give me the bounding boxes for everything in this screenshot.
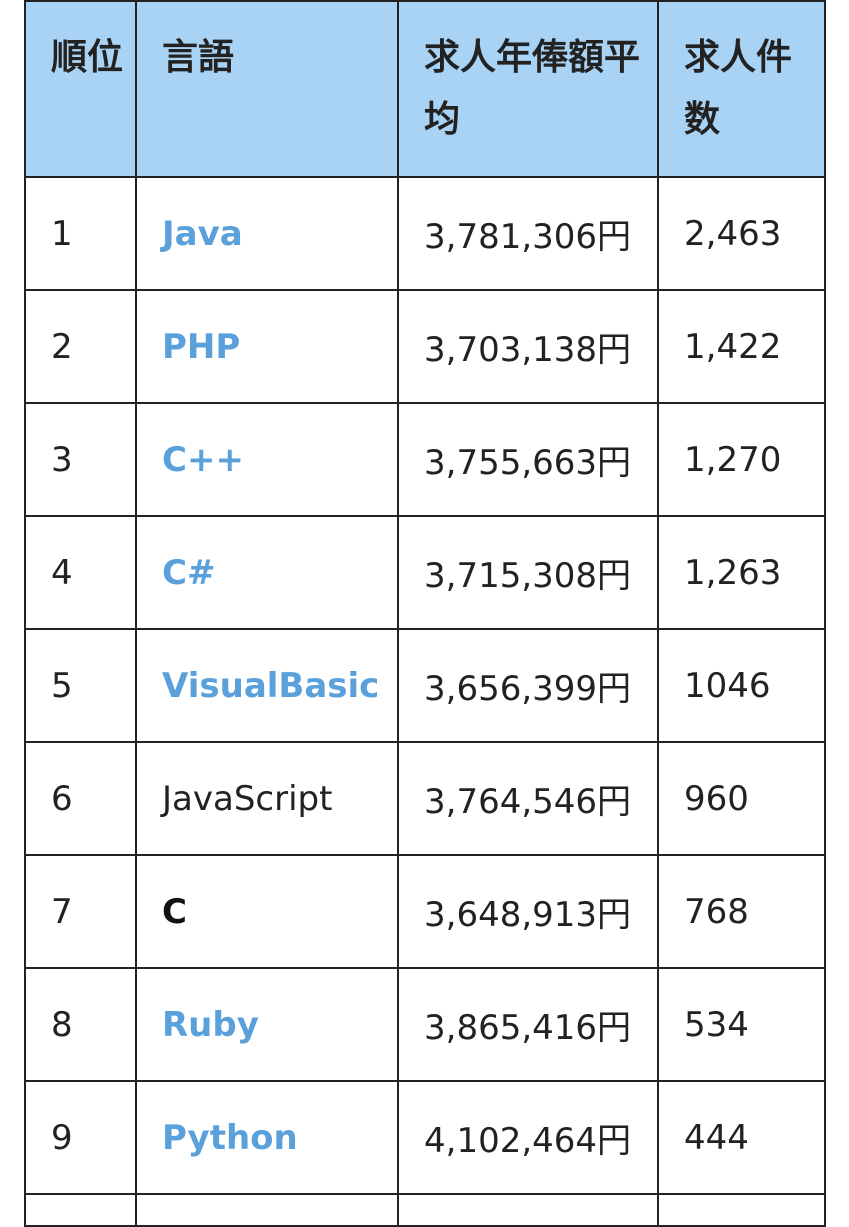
salary-cell: 3,764,546円 — [397, 741, 659, 856]
salary-cell: 4,102,464円 — [397, 1080, 659, 1195]
table-row: 7 C 3,648,913円 768 — [24, 854, 826, 969]
count-cell: 2,463 — [657, 176, 826, 291]
table-header: 順位 言語 求人年俸額平均 求人件数 — [24, 0, 826, 178]
table-row: 5 VisualBasic 3,656,399円 1046 — [24, 628, 826, 743]
table-row: 9 Python 4,102,464円 444 — [24, 1080, 826, 1195]
language-link-python[interactable]: Python — [162, 1117, 298, 1158]
count-cell: 960 — [657, 741, 826, 856]
salary-cell: 3,755,663円 — [397, 402, 659, 517]
rank-cell: 5 — [24, 628, 137, 743]
rank-cell: 6 — [24, 741, 137, 856]
table-row: 6 JavaScript 3,764,546円 960 — [24, 741, 826, 856]
table-row: 3 C++ 3,755,663円 1,270 — [24, 402, 826, 517]
language-cell[interactable]: Python — [135, 1080, 399, 1195]
language-link-ruby[interactable]: Ruby — [162, 1004, 259, 1045]
language-link-cpp[interactable]: C++ — [162, 439, 244, 480]
language-cell-empty — [135, 1193, 399, 1227]
count-cell: 1046 — [657, 628, 826, 743]
header-language: 言語 — [135, 0, 399, 178]
rank-cell: 3 — [24, 402, 137, 517]
language-cell[interactable]: Ruby — [135, 967, 399, 1082]
table-row-partial — [24, 1193, 826, 1227]
count-cell: 444 — [657, 1080, 826, 1195]
rank-cell: 8 — [24, 967, 137, 1082]
salary-cell: 3,865,416円 — [397, 967, 659, 1082]
rank-cell: 2 — [24, 289, 137, 404]
salary-cell: 3,648,913円 — [397, 854, 659, 969]
language-link-csharp[interactable]: C# — [162, 552, 216, 593]
language-label-javascript: JavaScript — [162, 778, 333, 819]
count-cell: 1,270 — [657, 402, 826, 517]
table-row: 2 PHP 3,703,138円 1,422 — [24, 289, 826, 404]
language-cell[interactable]: VisualBasic — [135, 628, 399, 743]
table-body: 1 Java 3,781,306円 2,463 2 PHP 3,703,138円… — [24, 176, 826, 1227]
rank-cell: 1 — [24, 176, 137, 291]
salary-cell: 3,656,399円 — [397, 628, 659, 743]
count-cell-empty — [657, 1193, 826, 1227]
salary-cell: 3,703,138円 — [397, 289, 659, 404]
language-cell[interactable]: C# — [135, 515, 399, 630]
salary-cell: 3,781,306円 — [397, 176, 659, 291]
language-ranking-table: 順位 言語 求人年俸額平均 求人件数 1 Java 3,781,306円 2,4… — [24, 0, 826, 1227]
header-rank: 順位 — [24, 0, 137, 178]
language-link-visualbasic[interactable]: VisualBasic — [162, 665, 380, 706]
salary-cell: 3,715,308円 — [397, 515, 659, 630]
header-count: 求人件数 — [657, 0, 826, 178]
language-cell: JavaScript — [135, 741, 399, 856]
rank-cell-empty — [24, 1193, 137, 1227]
table-row: 8 Ruby 3,865,416円 534 — [24, 967, 826, 1082]
language-cell[interactable]: C++ — [135, 402, 399, 517]
rank-cell: 4 — [24, 515, 137, 630]
count-cell: 768 — [657, 854, 826, 969]
count-cell: 1,263 — [657, 515, 826, 630]
language-link-php[interactable]: PHP — [162, 326, 241, 367]
table-row: 1 Java 3,781,306円 2,463 — [24, 176, 826, 291]
header-row: 順位 言語 求人年俸額平均 求人件数 — [24, 0, 826, 178]
language-link-java[interactable]: Java — [162, 213, 243, 254]
salary-cell-empty — [397, 1193, 659, 1227]
language-cell: C — [135, 854, 399, 969]
table-row: 4 C# 3,715,308円 1,263 — [24, 515, 826, 630]
count-cell: 1,422 — [657, 289, 826, 404]
rank-cell: 7 — [24, 854, 137, 969]
ranking-table-container: 順位 言語 求人年俸額平均 求人件数 1 Java 3,781,306円 2,4… — [24, 0, 826, 1227]
language-label-c: C — [162, 891, 187, 932]
language-cell[interactable]: Java — [135, 176, 399, 291]
rank-cell: 9 — [24, 1080, 137, 1195]
count-cell: 534 — [657, 967, 826, 1082]
language-cell[interactable]: PHP — [135, 289, 399, 404]
header-salary: 求人年俸額平均 — [397, 0, 659, 178]
